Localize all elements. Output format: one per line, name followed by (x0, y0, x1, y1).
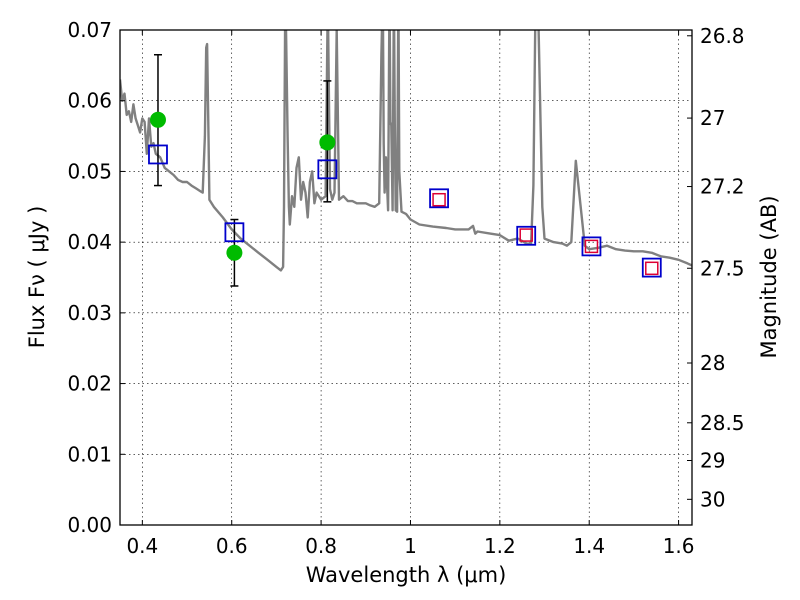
observed-point (319, 134, 336, 151)
axis-ticks: 0.4 0.6 0.8 1 1.2 1.4 1.6 0.00 0.01 0.02 0.03 0.04 0… (67, 18, 744, 558)
model-point-blue (148, 144, 168, 165)
model-point-red (519, 228, 533, 242)
y-tick-label: 0.02 (67, 372, 112, 396)
observed-point (149, 111, 166, 128)
model-point-red (584, 239, 599, 254)
y2-axis-title: Magnitude (AB) (757, 195, 781, 358)
model-point-red (432, 192, 446, 207)
y2-tick-label: 28.5 (700, 411, 745, 435)
model-spectrum-line (120, 30, 692, 272)
x-axis-title: Wavelength λ (μm) (306, 563, 507, 587)
observed-point (226, 244, 243, 261)
model-point-blue (317, 159, 338, 180)
x-tick-label: 1 (404, 534, 417, 558)
y2-tick-label: 27.2 (700, 175, 745, 199)
x-tick-label: 1.2 (484, 534, 516, 558)
y-axis-title: Flux Fν ( μJy ) (25, 206, 49, 349)
model-point-blue (429, 188, 449, 209)
model-point-blue (516, 225, 537, 246)
y-tick-label: 0.01 (67, 442, 112, 466)
y2-tick-label: 29 (700, 449, 725, 473)
y2-tick-label: 26.8 (700, 24, 745, 48)
model-point-blue (224, 222, 245, 243)
x-tick-label: 0.6 (216, 534, 248, 558)
y-tick-label: 0.00 (67, 513, 112, 537)
y-tick-label: 0.04 (67, 230, 112, 254)
x-tick-label: 0.8 (305, 534, 337, 558)
y-tick-label: 0.05 (67, 159, 112, 183)
model-point-blue (641, 257, 662, 278)
model-point-blue (581, 236, 602, 257)
plot-frame (119, 29, 693, 526)
x-tick-label: 1.4 (573, 534, 605, 558)
plot-background (120, 30, 692, 525)
y-tick-label: 0.03 (67, 301, 112, 325)
data-layer (120, 30, 692, 287)
y2-tick-label: 28 (700, 351, 725, 375)
model-point-red (645, 261, 659, 276)
y-tick-label: 0.06 (67, 89, 112, 113)
x-tick-label: 0.4 (126, 534, 158, 558)
y-tick-label: 0.07 (67, 18, 112, 42)
y2-tick-label: 27.5 (700, 256, 745, 280)
y2-tick-label: 30 (700, 487, 725, 511)
x-tick-label: 1.6 (663, 534, 695, 558)
y2-tick-label: 27 (700, 106, 725, 130)
